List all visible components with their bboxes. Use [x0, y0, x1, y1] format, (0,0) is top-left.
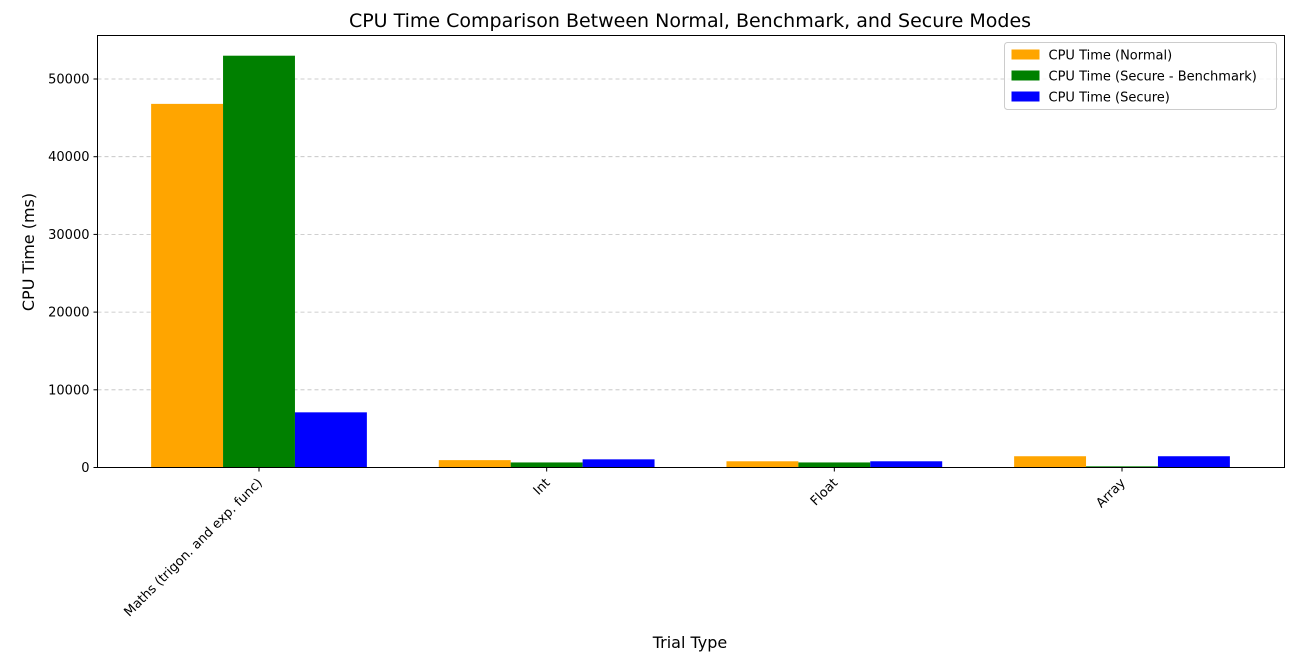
x-axis-title: Trial Type — [652, 633, 728, 652]
legend-label: CPU Time (Secure - Benchmark) — [1049, 70, 1257, 85]
bar — [1086, 466, 1158, 468]
y-tick-label: 40000 — [48, 150, 89, 165]
x-tick-label: Array — [1093, 476, 1129, 512]
bar — [1014, 456, 1087, 468]
legend-label: CPU Time (Normal) — [1049, 49, 1173, 64]
x-tick-label: Float — [808, 476, 841, 509]
bar — [438, 460, 511, 468]
x-tick-label: Maths (trigon. and exp. func) — [122, 476, 266, 620]
y-tick-label: 20000 — [48, 306, 89, 321]
bar — [294, 412, 367, 468]
y-tick-label: 50000 — [48, 73, 89, 88]
bar — [151, 103, 224, 468]
bars-group — [151, 55, 1230, 468]
y-axis-title: CPU Time (ms) — [19, 193, 38, 311]
legend-box — [1004, 42, 1277, 110]
bar — [726, 461, 799, 468]
plot-frame — [97, 35, 1285, 468]
legend-swatch — [1011, 49, 1040, 60]
y-tick-label: 10000 — [48, 383, 89, 398]
chart-title: CPU Time Comparison Between Normal, Benc… — [349, 10, 1031, 32]
legend-swatch — [1011, 70, 1040, 81]
x-axis: Maths (trigon. and exp. func) Int Float Arr… — [122, 467, 1129, 620]
legend-swatch — [1011, 91, 1040, 102]
bar — [510, 462, 583, 468]
bar — [870, 461, 943, 468]
y-axis: 0 10000 20000 30000 40000 50000 — [48, 73, 98, 476]
legend: CPU Time (Normal) CPU Time (Secure - Benc… — [1004, 42, 1277, 110]
bar — [582, 459, 655, 468]
legend-label: CPU Time (Secure) — [1049, 91, 1170, 106]
y-tick-label: 0 — [81, 461, 89, 476]
bar — [223, 55, 295, 468]
y-tick-label: 30000 — [48, 228, 89, 243]
x-tick-label: Int — [531, 476, 554, 499]
bar — [1157, 456, 1230, 468]
bar — [798, 462, 871, 468]
